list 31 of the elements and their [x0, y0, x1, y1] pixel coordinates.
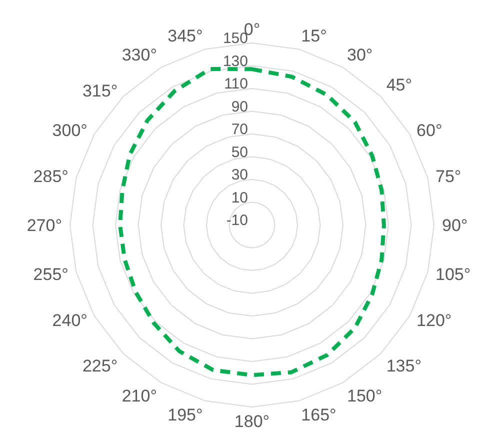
spoke-label: 135°: [386, 356, 422, 376]
y-tick-label: -10: [226, 212, 248, 229]
spoke-label: 315°: [82, 82, 118, 101]
y-tick-label: 70: [231, 121, 248, 138]
spoke-label: 75°: [436, 166, 462, 186]
spoke-label: 345°: [168, 26, 203, 46]
spoke-label: 180°: [234, 412, 270, 432]
spoke-label: 45°: [386, 76, 412, 95]
spoke-label: 255°: [33, 265, 68, 284]
spoke-label: 210°: [122, 386, 157, 406]
spoke-label: 90°: [442, 216, 468, 236]
spoke-label: 270°: [26, 216, 62, 236]
spoke-label: 300°: [52, 121, 88, 140]
spoke-label: 105°: [436, 265, 471, 284]
spoke-label: 195°: [168, 406, 203, 425]
y-tick-label: 30: [231, 166, 248, 184]
spoke-label: 240°: [52, 311, 88, 330]
y-tick-label: 50: [231, 144, 248, 161]
y-tick-label: 130: [222, 52, 248, 70]
y-tick-label: 90: [231, 98, 248, 116]
spoke-label: 165°: [301, 406, 336, 425]
y-tick-label: 10: [231, 189, 248, 206]
spoke-label: 120°: [416, 311, 452, 330]
spoke-label: 285°: [33, 166, 68, 186]
spoke-label: 150°: [347, 386, 382, 406]
spoke-label: 30°: [347, 45, 373, 64]
spoke-label: 60°: [416, 121, 442, 140]
y-tick-label: 110: [224, 76, 248, 92]
spoke-label: 225°: [82, 356, 118, 376]
spoke-label: 330°: [122, 45, 157, 64]
spoke-label: 15°: [301, 26, 327, 46]
